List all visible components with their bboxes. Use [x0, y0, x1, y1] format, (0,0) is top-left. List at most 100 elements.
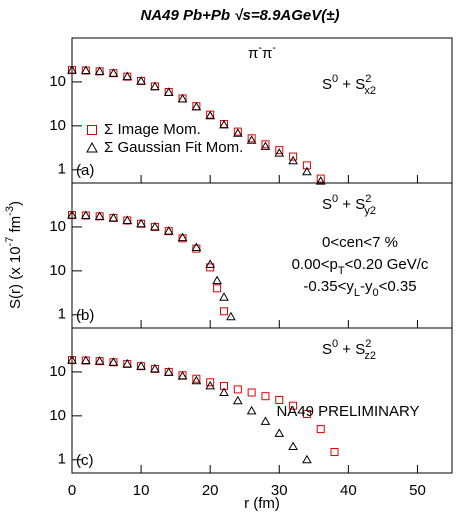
data-point [302, 410, 311, 419]
term-label: S0 + S2 z2 [322, 338, 376, 362]
data-point [177, 93, 188, 103]
data-point [302, 161, 311, 170]
data-point [150, 363, 160, 373]
pair-label: π-π- [248, 42, 276, 62]
y-axis-label-part: -3 [4, 206, 16, 216]
data-point [163, 226, 174, 235]
data-point [261, 140, 270, 149]
term-label-part: + S [338, 341, 365, 358]
data-point [191, 375, 202, 385]
data-point [80, 355, 91, 365]
x-tick-label: 0 [68, 482, 76, 499]
cut-label-part: 0.00<p [292, 256, 338, 273]
data-point [67, 210, 77, 219]
term-label-part: S [322, 341, 332, 358]
data-point [246, 405, 257, 415]
data-point [316, 174, 325, 183]
data-point [163, 87, 174, 96]
term-label: S0 + S2 y2 [322, 193, 376, 217]
term-label-part: + S [338, 196, 365, 213]
cut-label: -0.35<yL-y0<0.35 [303, 278, 416, 299]
data-point [247, 134, 256, 143]
y-axis-label: S(r) (x 10-7 fm-3) [4, 201, 24, 309]
cut-label-part: 0<cen<7 % [322, 234, 398, 251]
data-point [122, 71, 133, 81]
term-label-part: y2 [364, 205, 376, 217]
cut-label-part: 0 [372, 287, 378, 299]
term-label-part: 2 [365, 338, 371, 350]
data-point [274, 148, 285, 157]
data-point [80, 65, 91, 75]
term-label-part: S [322, 196, 332, 213]
y-tick-label: 10 [49, 117, 66, 134]
data-point [288, 441, 298, 451]
y-tick-label: 1 [58, 306, 66, 323]
legend-label: Σ Gaussian Fit Mom. [104, 139, 243, 156]
cut-label-part: -y [360, 278, 373, 295]
y-tick-label: 10 [49, 262, 66, 279]
pair-label-part: - [272, 42, 276, 54]
data-point [80, 210, 91, 220]
term-label-part: 0 [332, 193, 338, 205]
pair-label-part: - [258, 42, 262, 54]
data-point [191, 101, 202, 111]
data-point [177, 232, 188, 242]
pair-label-part: π [248, 45, 258, 62]
y-axis-label-part: ) [7, 201, 24, 206]
data-point [220, 307, 228, 316]
x-axis-label: r (fm) [244, 495, 280, 512]
data-point [260, 416, 271, 425]
data-point [219, 387, 229, 397]
term-label-part: 0 [332, 73, 338, 85]
cut-label-part: <0.20 GeV/c [345, 256, 429, 273]
data-point [212, 275, 222, 285]
y-tick-label: 1 [58, 451, 66, 468]
legend-marker [86, 141, 98, 153]
data-point [232, 128, 243, 137]
legend-label: Σ Image Mom. [104, 121, 201, 138]
data-point [247, 388, 256, 397]
term-label: S0 + S2 x2 [322, 73, 376, 97]
cut-label-part: -0.35<y [303, 278, 354, 295]
data-point [205, 380, 216, 390]
data-point [289, 152, 298, 161]
data-point [260, 141, 271, 150]
data-point [206, 378, 215, 387]
data-point [289, 401, 298, 410]
term-label-part: x2 [364, 85, 376, 97]
term-label-part: 2 [365, 73, 371, 85]
y-tick-label: 10 [49, 73, 66, 90]
y-tick-label: 10 [49, 218, 66, 235]
data-point [219, 119, 229, 129]
data-point [108, 357, 119, 366]
legend-marker [87, 125, 97, 135]
x-tick-label: 30 [271, 482, 288, 499]
data-point [275, 395, 284, 404]
data-point [233, 385, 242, 394]
y-tick-label: 1 [58, 161, 66, 178]
data-point [330, 448, 339, 457]
data-point [136, 218, 146, 228]
data-point [108, 212, 119, 222]
data-point [177, 371, 188, 380]
data-point [302, 454, 312, 464]
y-tick-label: 10 [49, 407, 66, 424]
panel-label: (c) [76, 452, 94, 469]
data-point [136, 361, 146, 370]
term-label-part: 2 [365, 193, 371, 205]
data-point [302, 166, 312, 176]
x-tick-label: 10 [133, 482, 150, 499]
x-tick-label: 50 [409, 482, 426, 499]
cut-label: 0<cen<7 % [322, 234, 398, 251]
data-point [94, 211, 105, 220]
term-label-part: z2 [364, 350, 376, 362]
chart-title: NA49 Pb+Pb √s=8.9AGeV(±) [140, 7, 339, 24]
panel-label: (b) [76, 307, 94, 324]
annotation: NA49 PRELIMINARY [276, 403, 419, 420]
x-tick-label: 20 [202, 482, 219, 499]
data-point [316, 425, 325, 434]
cut-label-part: <0.35 [379, 278, 417, 295]
data-point [213, 284, 222, 293]
